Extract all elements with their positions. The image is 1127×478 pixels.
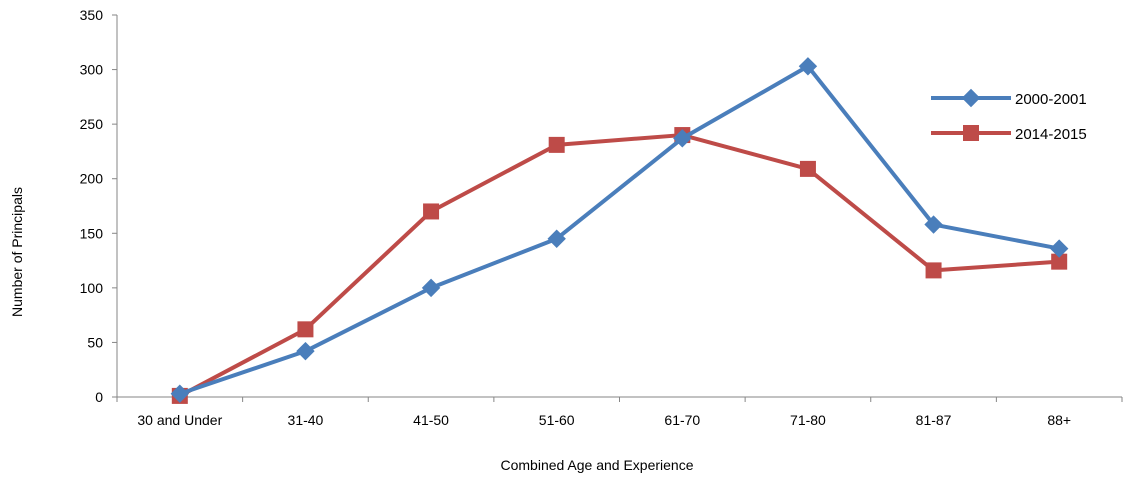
- data-point: [924, 215, 943, 234]
- legend-marker: [963, 125, 979, 141]
- data-point: [798, 57, 818, 76]
- y-tick-label: 0: [95, 389, 103, 405]
- x-tick-label: 41-50: [413, 412, 449, 428]
- data-point: [423, 203, 440, 220]
- data-point: [673, 129, 692, 148]
- y-axis-title: Number of Principals: [9, 187, 25, 317]
- series-line: [177, 64, 1062, 396]
- series-line: [177, 133, 1062, 398]
- y-tick-label: 300: [80, 62, 104, 78]
- y-axis-tick-labels: 0 50 100 150 200 250 300 350: [80, 7, 104, 405]
- data-point: [799, 160, 816, 177]
- data-point: [1049, 239, 1069, 258]
- x-tick-label: 81-87: [916, 412, 952, 428]
- y-tick-label: 100: [80, 280, 104, 296]
- data-point: [297, 321, 314, 338]
- data-point: [170, 384, 190, 403]
- series-lines: [170, 57, 1069, 404]
- data-point: [421, 278, 441, 298]
- data-point: [548, 136, 565, 153]
- y-tick-label: 150: [80, 225, 104, 241]
- legend-item: 2000-2001: [931, 88, 1087, 108]
- data-point: [296, 341, 315, 361]
- x-tick-label: 61-70: [664, 412, 700, 428]
- legend-item: 2014-2015: [931, 125, 1087, 143]
- x-tick-label: 71-80: [790, 412, 826, 428]
- legend-label: 2014-2015: [1015, 126, 1087, 143]
- data-point: [547, 229, 566, 248]
- legend-label: 2000-2001: [1015, 91, 1087, 108]
- x-tick-label: 31-40: [288, 412, 324, 428]
- y-tick-label: 250: [80, 116, 104, 132]
- x-axis-tick-labels: 30 and Under 31-40 41-50 51-60 61-70 71-80 81-…: [137, 412, 1071, 428]
- y-tick-label: 200: [80, 171, 104, 187]
- axes: [112, 14, 1123, 402]
- x-tick-label: 88+: [1047, 412, 1071, 428]
- data-point: [925, 262, 942, 279]
- y-tick-label: 50: [87, 334, 103, 350]
- x-tick-label: 51-60: [539, 412, 575, 428]
- series-2014-2015: [171, 127, 1068, 404]
- legend: 2000-2001 2014-2015: [931, 88, 1087, 143]
- legend-marker: [961, 88, 981, 108]
- x-axis-title: Combined Age and Experience: [500, 457, 693, 473]
- x-tick-label: 30 and Under: [137, 412, 222, 428]
- series-2000-2001: [170, 57, 1069, 403]
- y-tick-label: 350: [80, 7, 104, 23]
